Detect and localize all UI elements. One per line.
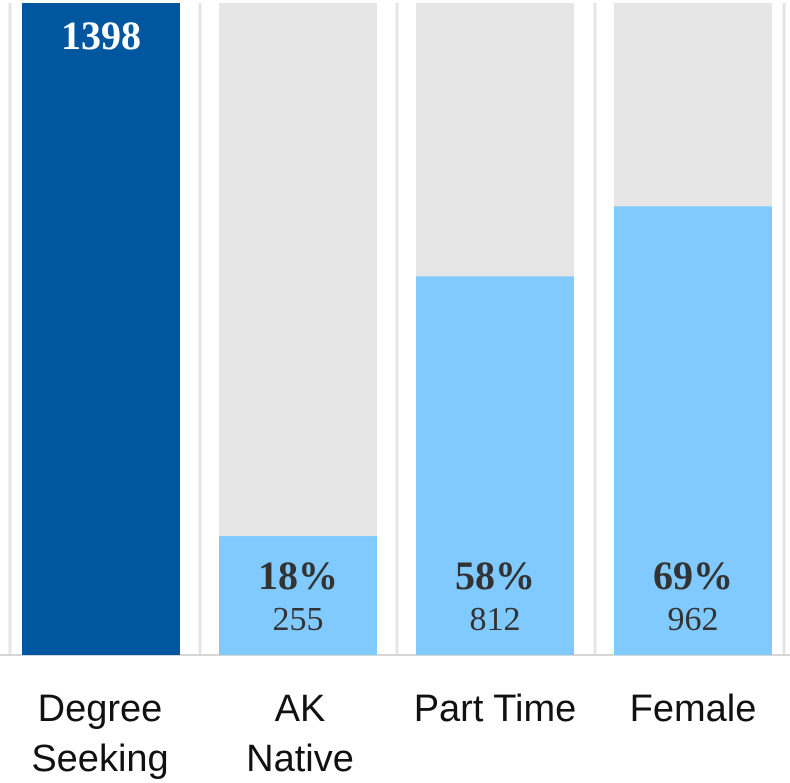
- category-label: Degree Seeking: [31, 688, 169, 780]
- category-label: AK Native: [246, 688, 354, 780]
- category-label: Female: [629, 688, 757, 730]
- value-label: 255: [273, 601, 324, 638]
- value-label: 1398: [61, 13, 141, 58]
- percent-label: 18%: [258, 553, 338, 598]
- value-label: 962: [668, 601, 719, 638]
- bar: [22, 3, 180, 655]
- percent-label: 69%: [653, 553, 733, 598]
- category-label: Part Time: [413, 688, 577, 730]
- bar: [614, 206, 772, 655]
- value-label: 812: [470, 601, 521, 638]
- bar: [416, 276, 574, 655]
- percent-label: 58%: [455, 553, 535, 598]
- bar: [219, 536, 377, 655]
